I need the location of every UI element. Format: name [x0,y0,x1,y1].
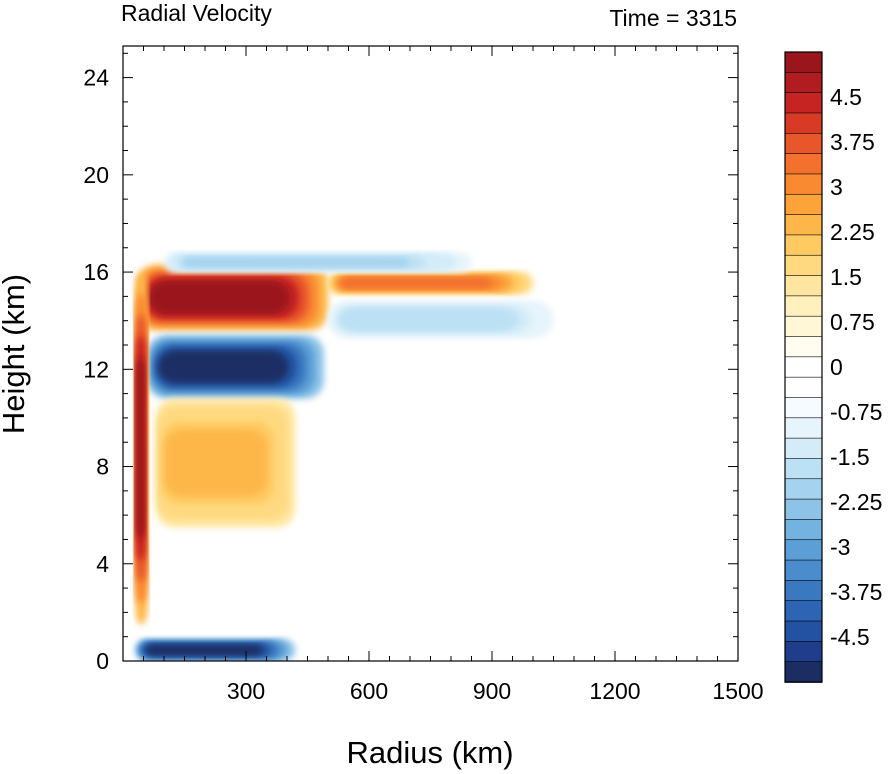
x-tick-label: 600 [350,678,388,704]
colorbar-swatch [784,519,823,541]
heatmap-cell [148,280,290,315]
colorbar-swatch [784,153,823,175]
colorbar-tick-label: 3 [830,174,843,200]
y-tick-label: 0 [96,648,109,674]
colorbar-swatch [784,315,823,338]
x-tick-label: 1500 [712,678,763,704]
colorbar-swatch [784,661,823,683]
heatmap-feature-3 [164,252,472,273]
heatmap-cell [340,277,492,289]
colorbar-swatch [784,295,823,317]
colorbar-tick-label: 4.5 [830,84,862,110]
colorbar-tick-label: -2.25 [830,489,882,515]
colorbar-swatch [784,112,823,135]
colorbar-frame [784,51,823,683]
x-tick-label: 1200 [589,678,640,704]
heatmap-feature-0 [137,264,328,331]
x-axis-label: Radius (km) [346,735,513,770]
colorbar-swatch [784,580,823,602]
heatmap-feature-6 [135,639,296,661]
heatmap-cell [164,429,268,497]
heatmap-feature-2 [147,335,324,399]
colorbar-swatch [784,234,823,257]
chart-title: Radial Velocity [121,0,272,26]
y-axis-label: Height (km) [0,274,31,434]
y-tick-label: 16 [83,259,109,285]
x-axis: 300 600 900 1200 1500 [122,46,764,704]
colorbar-swatch [784,92,823,114]
heatmap-cell [158,350,289,384]
plot-area: 300 600 900 1200 1500 0 4 8 12 16 20 24 [83,45,764,704]
colorbar-swatch [784,376,823,399]
y-axis: 0 4 8 12 16 20 24 [83,52,738,674]
colorbar-swatch [784,437,823,460]
colorbar-swatch [784,336,823,358]
colorbar-tick-label: -3 [830,534,850,560]
heatmap-feature-5 [135,272,148,625]
heatmap-feature-4 [328,301,554,338]
heatmap-feature-1 [328,272,533,294]
y-tick-label: 20 [83,162,109,188]
colorbar-tick-label: 1.5 [830,264,862,290]
colorbar-swatch [784,397,823,419]
colorbar-tick-label: 0 [830,354,843,380]
colorbar-swatch [784,641,823,663]
colorbar-swatch [784,173,823,196]
colorbar-swatch [784,620,823,643]
colorbar-tick-label: -3.75 [830,579,882,605]
colorbar-swatch [784,539,823,561]
heatmap-field [135,252,554,661]
colorbar-tick-label: -0.75 [830,399,882,425]
colorbar: 4.5 3.75 3 2.25 1.5 0.75 0 -0.75 -1.5 -2.25 -3 -3.7… [784,51,882,683]
heatmap-cell [136,356,146,540]
colorbar-swatch [784,498,823,521]
colorbar-swatch [784,254,823,277]
chart-subtitle: Time = 3315 [609,5,737,31]
heatmap-cell [182,257,410,268]
colorbar-tick-label: -1.5 [830,444,870,470]
colorbar-swatch [784,51,823,74]
heatmap-cell [144,644,264,656]
colorbar-swatch [784,478,823,500]
colorbar-swatch [784,193,823,216]
heatmap-cell [341,309,509,329]
colorbar-swatch [784,275,823,297]
y-tick-label: 24 [83,65,109,91]
colorbar-swatch [784,600,823,622]
colorbar-swatch [784,132,823,155]
colorbar-swatch [784,356,823,378]
y-tick-label: 4 [96,551,109,577]
colorbar-swatch [784,214,823,236]
colorbar-swatch [784,417,823,439]
y-tick-label: 8 [96,454,109,480]
colorbar-tick-label: 2.25 [830,219,875,245]
x-tick-label: 300 [227,678,265,704]
colorbar-tick-label: -4.5 [830,624,870,650]
colorbar-swatch [784,458,823,480]
colorbar-swatch [784,72,823,94]
colorbar-tick-label: 0.75 [830,309,875,335]
y-tick-label: 12 [83,356,109,382]
x-tick-label: 900 [473,678,511,704]
heatmap-feature-7 [155,398,296,528]
colorbar-tick-label: 3.75 [830,129,875,155]
colorbar-swatch [784,559,823,582]
